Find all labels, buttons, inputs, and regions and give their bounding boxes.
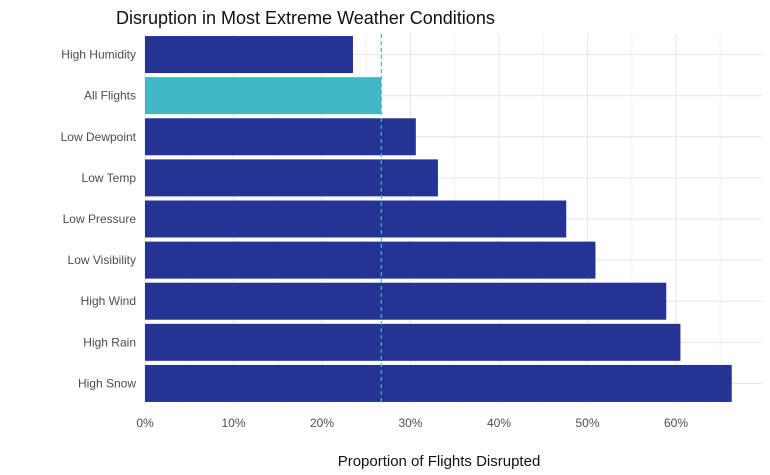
- x-tick-label: 40%: [487, 416, 511, 430]
- category-label: Low Temp: [82, 171, 137, 185]
- bar-low-temp: [145, 159, 438, 197]
- x-tick-label: 50%: [575, 416, 599, 430]
- bars-layer: [145, 36, 732, 402]
- category-label: Low Visibility: [68, 253, 136, 267]
- bar-high-rain: [145, 323, 681, 361]
- category-labels: High Humidity All Flights Low Dewpoint Low …: [61, 48, 137, 391]
- x-tick-label: 60%: [664, 416, 688, 430]
- bar-all-flights: [145, 77, 382, 115]
- bar-low-visibility: [145, 241, 596, 279]
- bar-high-humidity: [145, 36, 353, 74]
- bar-high-snow: [145, 364, 732, 402]
- bar-low-pressure: [145, 200, 567, 238]
- bar-low-dewpoint: [145, 118, 416, 156]
- x-tick-label: 30%: [398, 416, 422, 430]
- chart-title: Disruption in Most Extreme Weather Condi…: [116, 8, 495, 28]
- category-label: High Snow: [78, 376, 136, 390]
- category-label: High Wind: [81, 294, 136, 308]
- category-label: Low Pressure: [63, 212, 137, 226]
- x-tick-label: 0%: [136, 416, 154, 430]
- x-axis-label: Proportion of Flights Disrupted: [338, 453, 541, 470]
- category-label: All Flights: [84, 89, 136, 103]
- category-label: High Rain: [83, 335, 136, 349]
- x-tick-label: 20%: [310, 416, 334, 430]
- bar-high-wind: [145, 282, 667, 320]
- category-label: High Humidity: [61, 48, 136, 62]
- category-label: Low Dewpoint: [61, 130, 137, 144]
- x-tick-label: 10%: [221, 416, 245, 430]
- x-tick-labels: 0% 10% 20% 30% 40% 50% 60%: [136, 416, 688, 430]
